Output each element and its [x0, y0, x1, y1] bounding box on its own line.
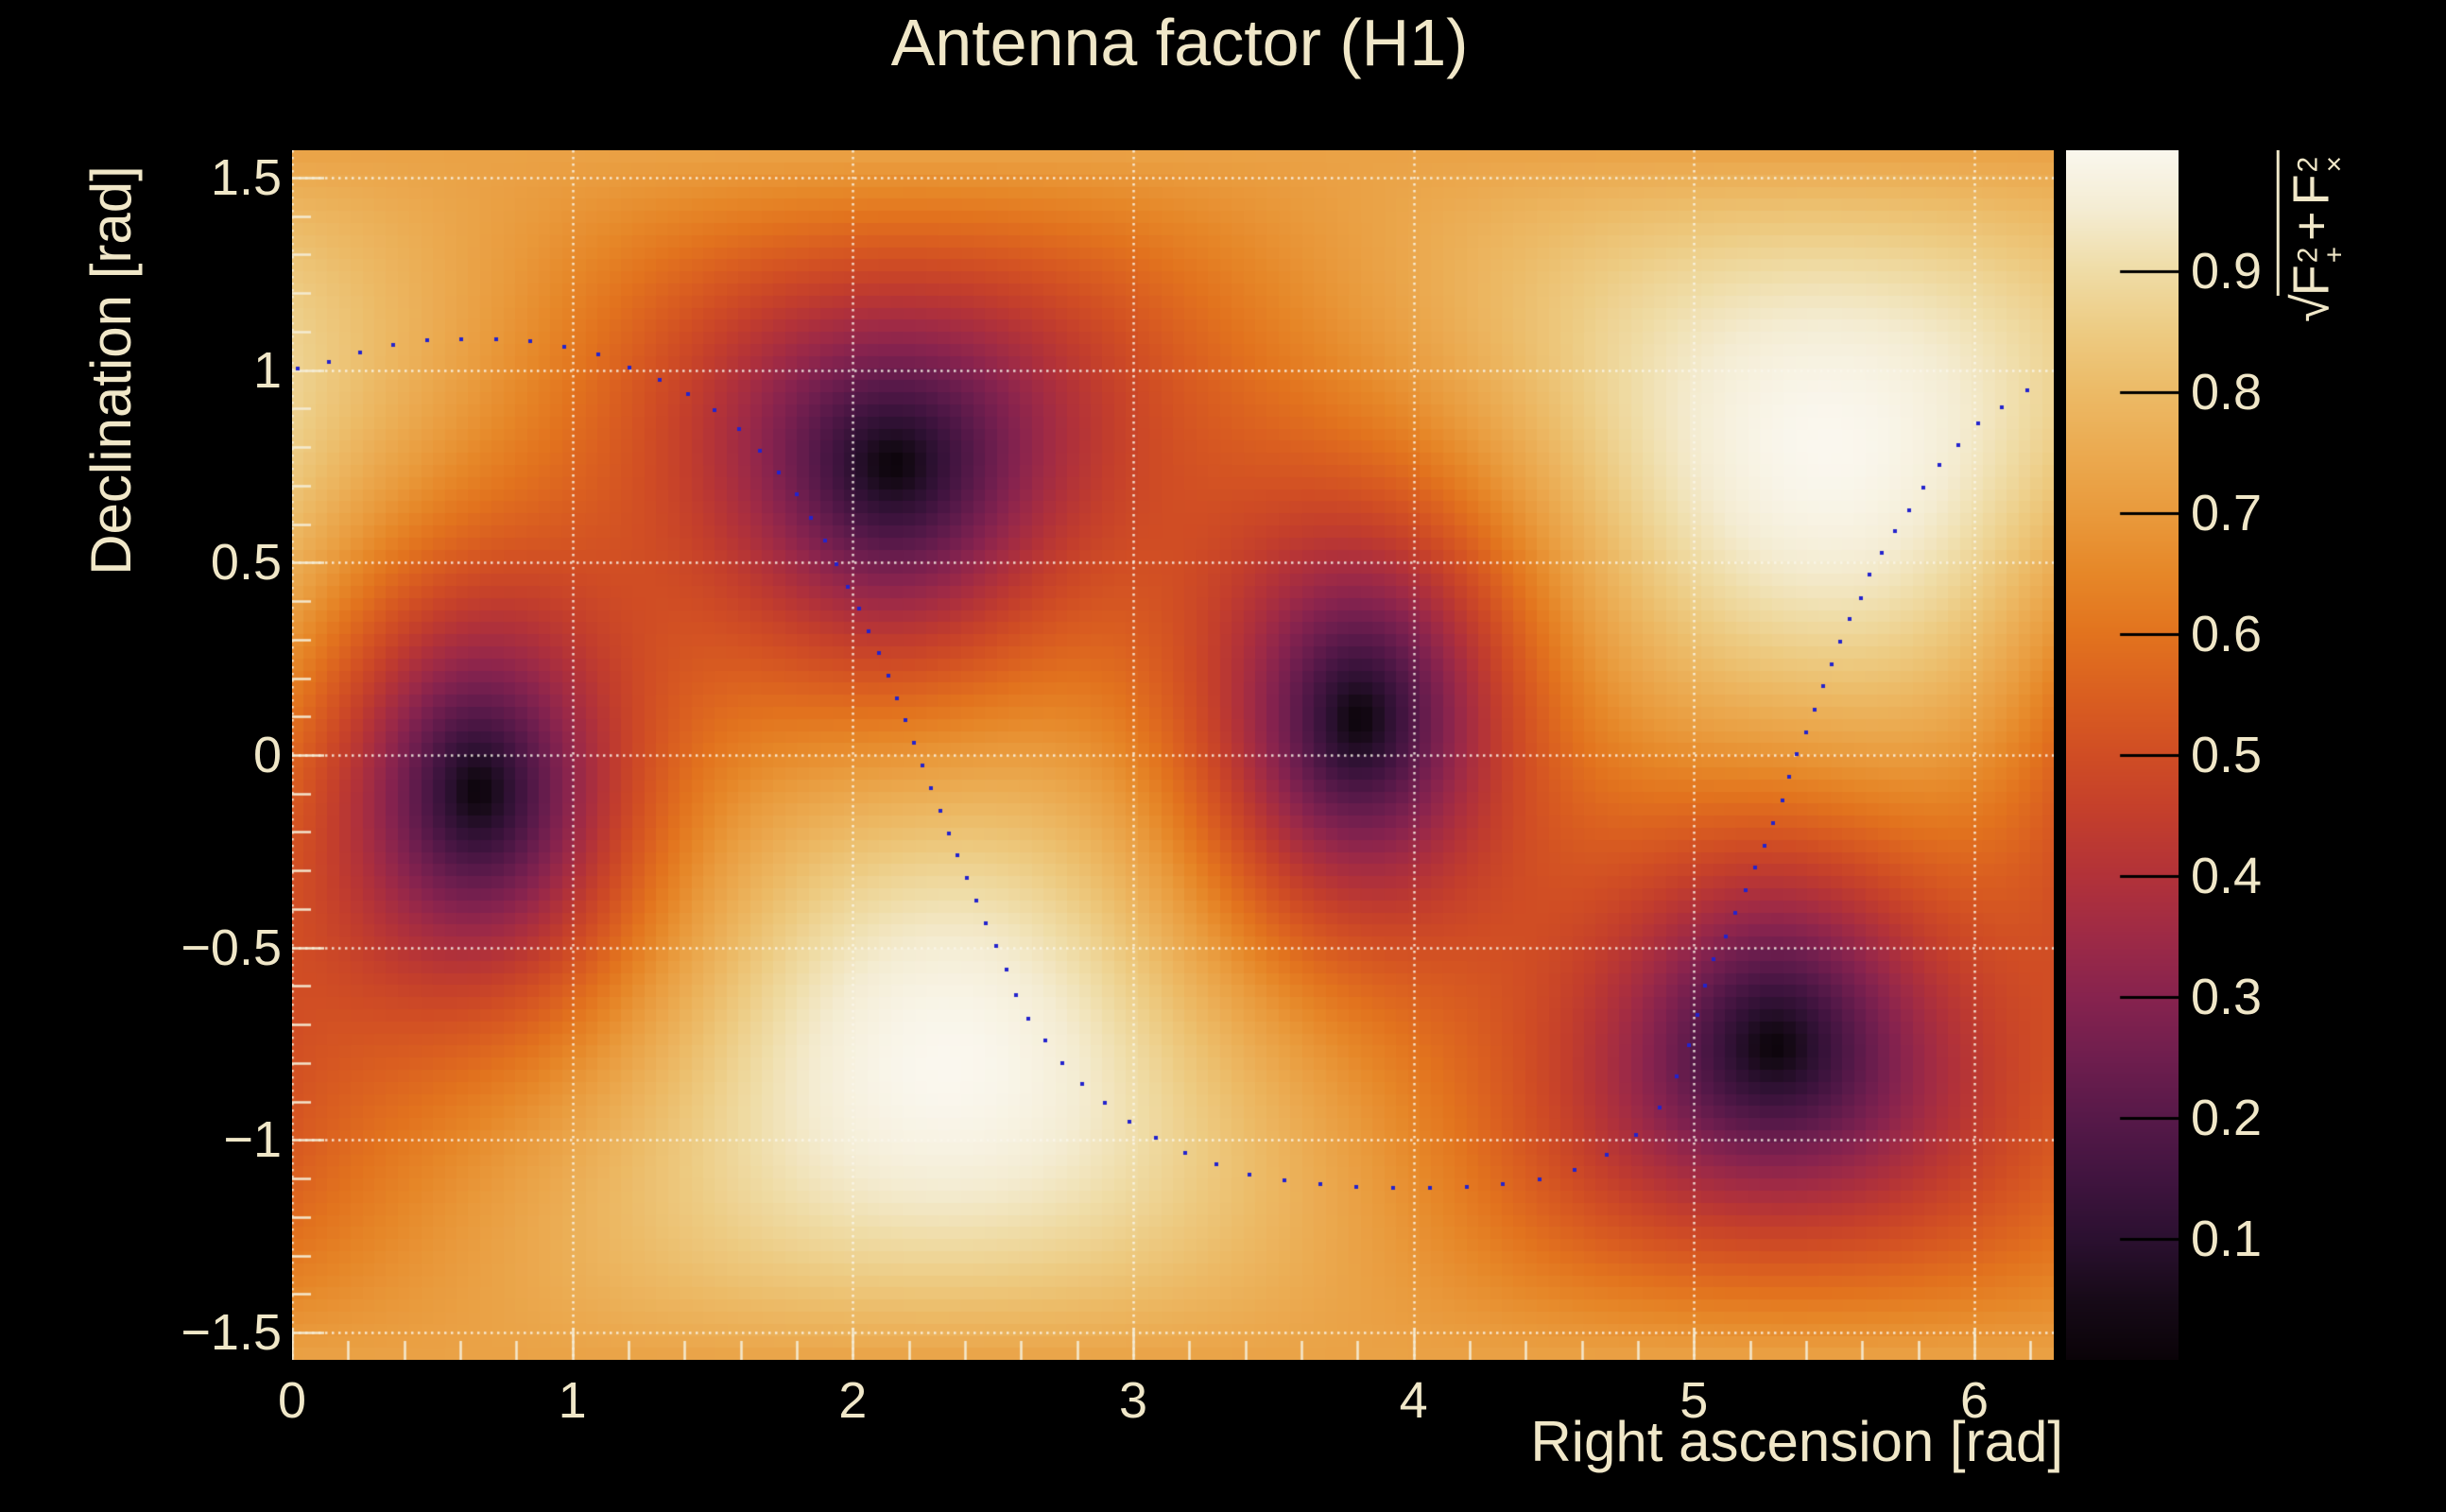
y-tick-label-5: 1 [252, 341, 282, 399]
f-plus-scripts: 2 + [2292, 246, 2351, 264]
x-tick-label-3: 3 [1118, 1372, 1148, 1429]
y-tick-label-0: −1.5 [181, 1304, 282, 1362]
f-cross-symbol: F [2282, 174, 2340, 206]
z-tick-label-3: 0.4 [2191, 848, 2263, 904]
z-tick-label-1: 0.2 [2191, 1090, 2263, 1146]
x-tick-label-5: 5 [1679, 1372, 1709, 1429]
y-tick-label-4: 0.5 [210, 534, 282, 592]
f-plus-sub: + [2319, 246, 2351, 264]
f-cross-sub: × [2319, 156, 2351, 173]
z-tick-label-4: 0.5 [2191, 727, 2263, 783]
y-tick-label-1: −1 [223, 1111, 282, 1169]
z-tick-label-8: 0.9 [2191, 243, 2263, 300]
page-title: Antenna factor (H1) [890, 6, 1469, 79]
heatmap-canvas [292, 150, 2054, 1360]
y-axis-title: Declination [rad] [79, 165, 143, 576]
sqrt-radical-icon: √ [2282, 294, 2340, 322]
z-tick-label-7: 0.8 [2191, 364, 2263, 421]
y-tick-label-2: −0.5 [181, 919, 282, 976]
plus-sign: + [2282, 211, 2340, 241]
x-tick-label-2: 2 [838, 1372, 868, 1429]
x-tick-label-0: 0 [277, 1372, 307, 1429]
colorbar-title: √F 2 + +F 2 × [2276, 150, 2351, 322]
z-tick-label-6: 0.7 [2191, 485, 2263, 541]
f-plus-sup: 2 [2292, 247, 2324, 264]
f-cross-sup: 2 [2292, 156, 2324, 173]
z-tick-label-5: 0.6 [2191, 606, 2263, 662]
z-tick-label-2: 0.3 [2191, 969, 2263, 1025]
x-tick-label-4: 4 [1399, 1372, 1428, 1429]
z-tick-label-0: 0.1 [2191, 1211, 2263, 1267]
colorbar-canvas [2066, 150, 2179, 1360]
x-tick-label-1: 1 [558, 1372, 587, 1429]
x-tick-label-6: 6 [1959, 1372, 1990, 1429]
y-tick-label-3: 0 [252, 727, 282, 783]
f-plus-symbol: F [2282, 265, 2340, 297]
x-axis-title: Right ascension [rad] [1530, 1410, 2063, 1473]
y-tick-label-6: 1.5 [210, 148, 282, 206]
f-cross-scripts: 2 × [2292, 156, 2351, 173]
colorbar-formula: F 2 + +F 2 × [2276, 150, 2351, 297]
